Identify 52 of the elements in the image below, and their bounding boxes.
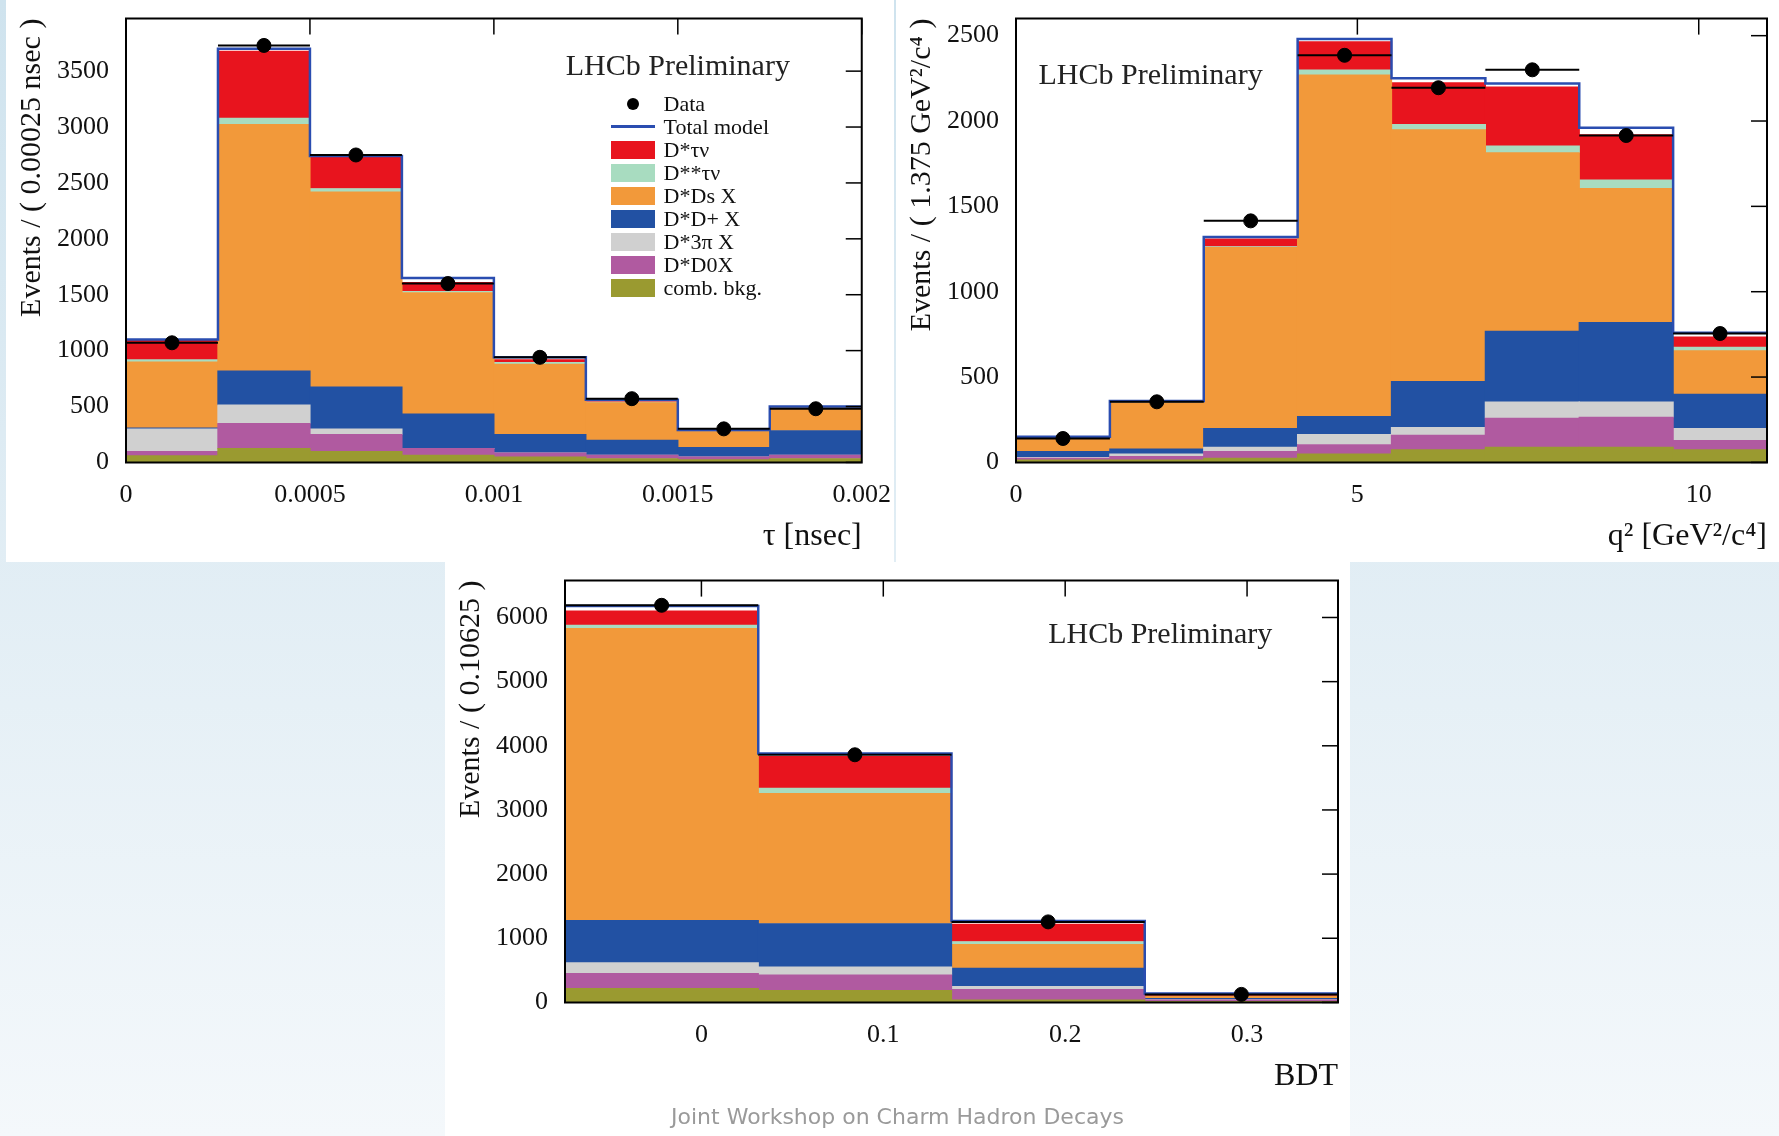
legend-label: Data	[663, 91, 706, 116]
legend-label: D*τν	[663, 137, 710, 162]
x-tick-label: 0.001	[464, 478, 524, 508]
y-tick-label: 2000	[947, 104, 999, 134]
x-tick-label: 0	[1009, 478, 1023, 508]
y-tick-label: 3000	[57, 110, 109, 140]
y-tick-label: 500	[70, 390, 109, 420]
x-tick-label: 0.1	[867, 1018, 900, 1048]
legend-label: comb. bkg.	[663, 275, 762, 300]
y-tick-label: 0	[986, 446, 999, 476]
y-tick-label: 5000	[496, 665, 548, 695]
x-tick-label: 0.3	[1230, 1018, 1264, 1048]
y-tick-label: 3500	[57, 54, 109, 84]
x-tick-label: 0.0015	[642, 478, 714, 508]
y-axis-title: Events / ( 0.00025 nsec )	[12, 18, 47, 317]
x-axis-title: q² [GeV²/c⁴]	[1607, 516, 1767, 553]
y-tick-label: 4000	[496, 729, 548, 759]
legend-label: Total model	[663, 114, 769, 139]
y-tick-label: 2500	[57, 166, 109, 196]
y-tick-label: 2000	[57, 222, 109, 252]
x-tick-label: 0	[119, 478, 133, 508]
x-tick-label: 0.2	[1048, 1018, 1082, 1048]
text: Joint Workshop on Charm Hadron Decays	[669, 1104, 1125, 1129]
legend-label: D*D0X	[663, 252, 734, 277]
y-tick-label: 2500	[947, 19, 999, 49]
y-tick-label: 1500	[947, 190, 999, 220]
y-tick-label: 1000	[496, 922, 548, 952]
y-tick-label: 0	[535, 986, 548, 1016]
y-tick-label: 0	[96, 446, 109, 476]
x-axis-title: BDT	[1274, 1056, 1339, 1093]
y-tick-label: 1500	[57, 278, 109, 308]
legend-label: D*D+ X	[663, 206, 741, 231]
y-tick-label: 1000	[57, 334, 109, 364]
y-tick-label: 3000	[496, 793, 548, 823]
x-tick-label: 0.0005	[274, 478, 346, 508]
y-tick-label: 1000	[947, 275, 999, 305]
x-tick-label: 10	[1685, 478, 1712, 508]
y-axis-title: Events / ( 0.10625 )	[451, 580, 486, 819]
x-axis-title: τ [nsec]	[762, 516, 862, 553]
legend-label: D**τν	[663, 160, 721, 185]
x-tick-label: 0.002	[832, 478, 891, 508]
legend-label: D*3π X	[663, 229, 734, 254]
y-tick-label: 2000	[496, 857, 548, 887]
y-axis-title: Events / ( 1.375 GeV²/c⁴ )	[902, 18, 937, 332]
y-tick-label: 6000	[496, 601, 548, 631]
y-tick-label: 500	[960, 360, 999, 390]
annotation: LHCb Preliminary	[1038, 57, 1263, 91]
x-tick-label: 5	[1350, 478, 1364, 508]
annotation: LHCb Preliminary	[565, 48, 790, 82]
legend-label: D*Ds X	[663, 183, 737, 208]
annotation: LHCb Preliminary	[1048, 616, 1273, 650]
x-tick-label: 0	[694, 1018, 708, 1048]
